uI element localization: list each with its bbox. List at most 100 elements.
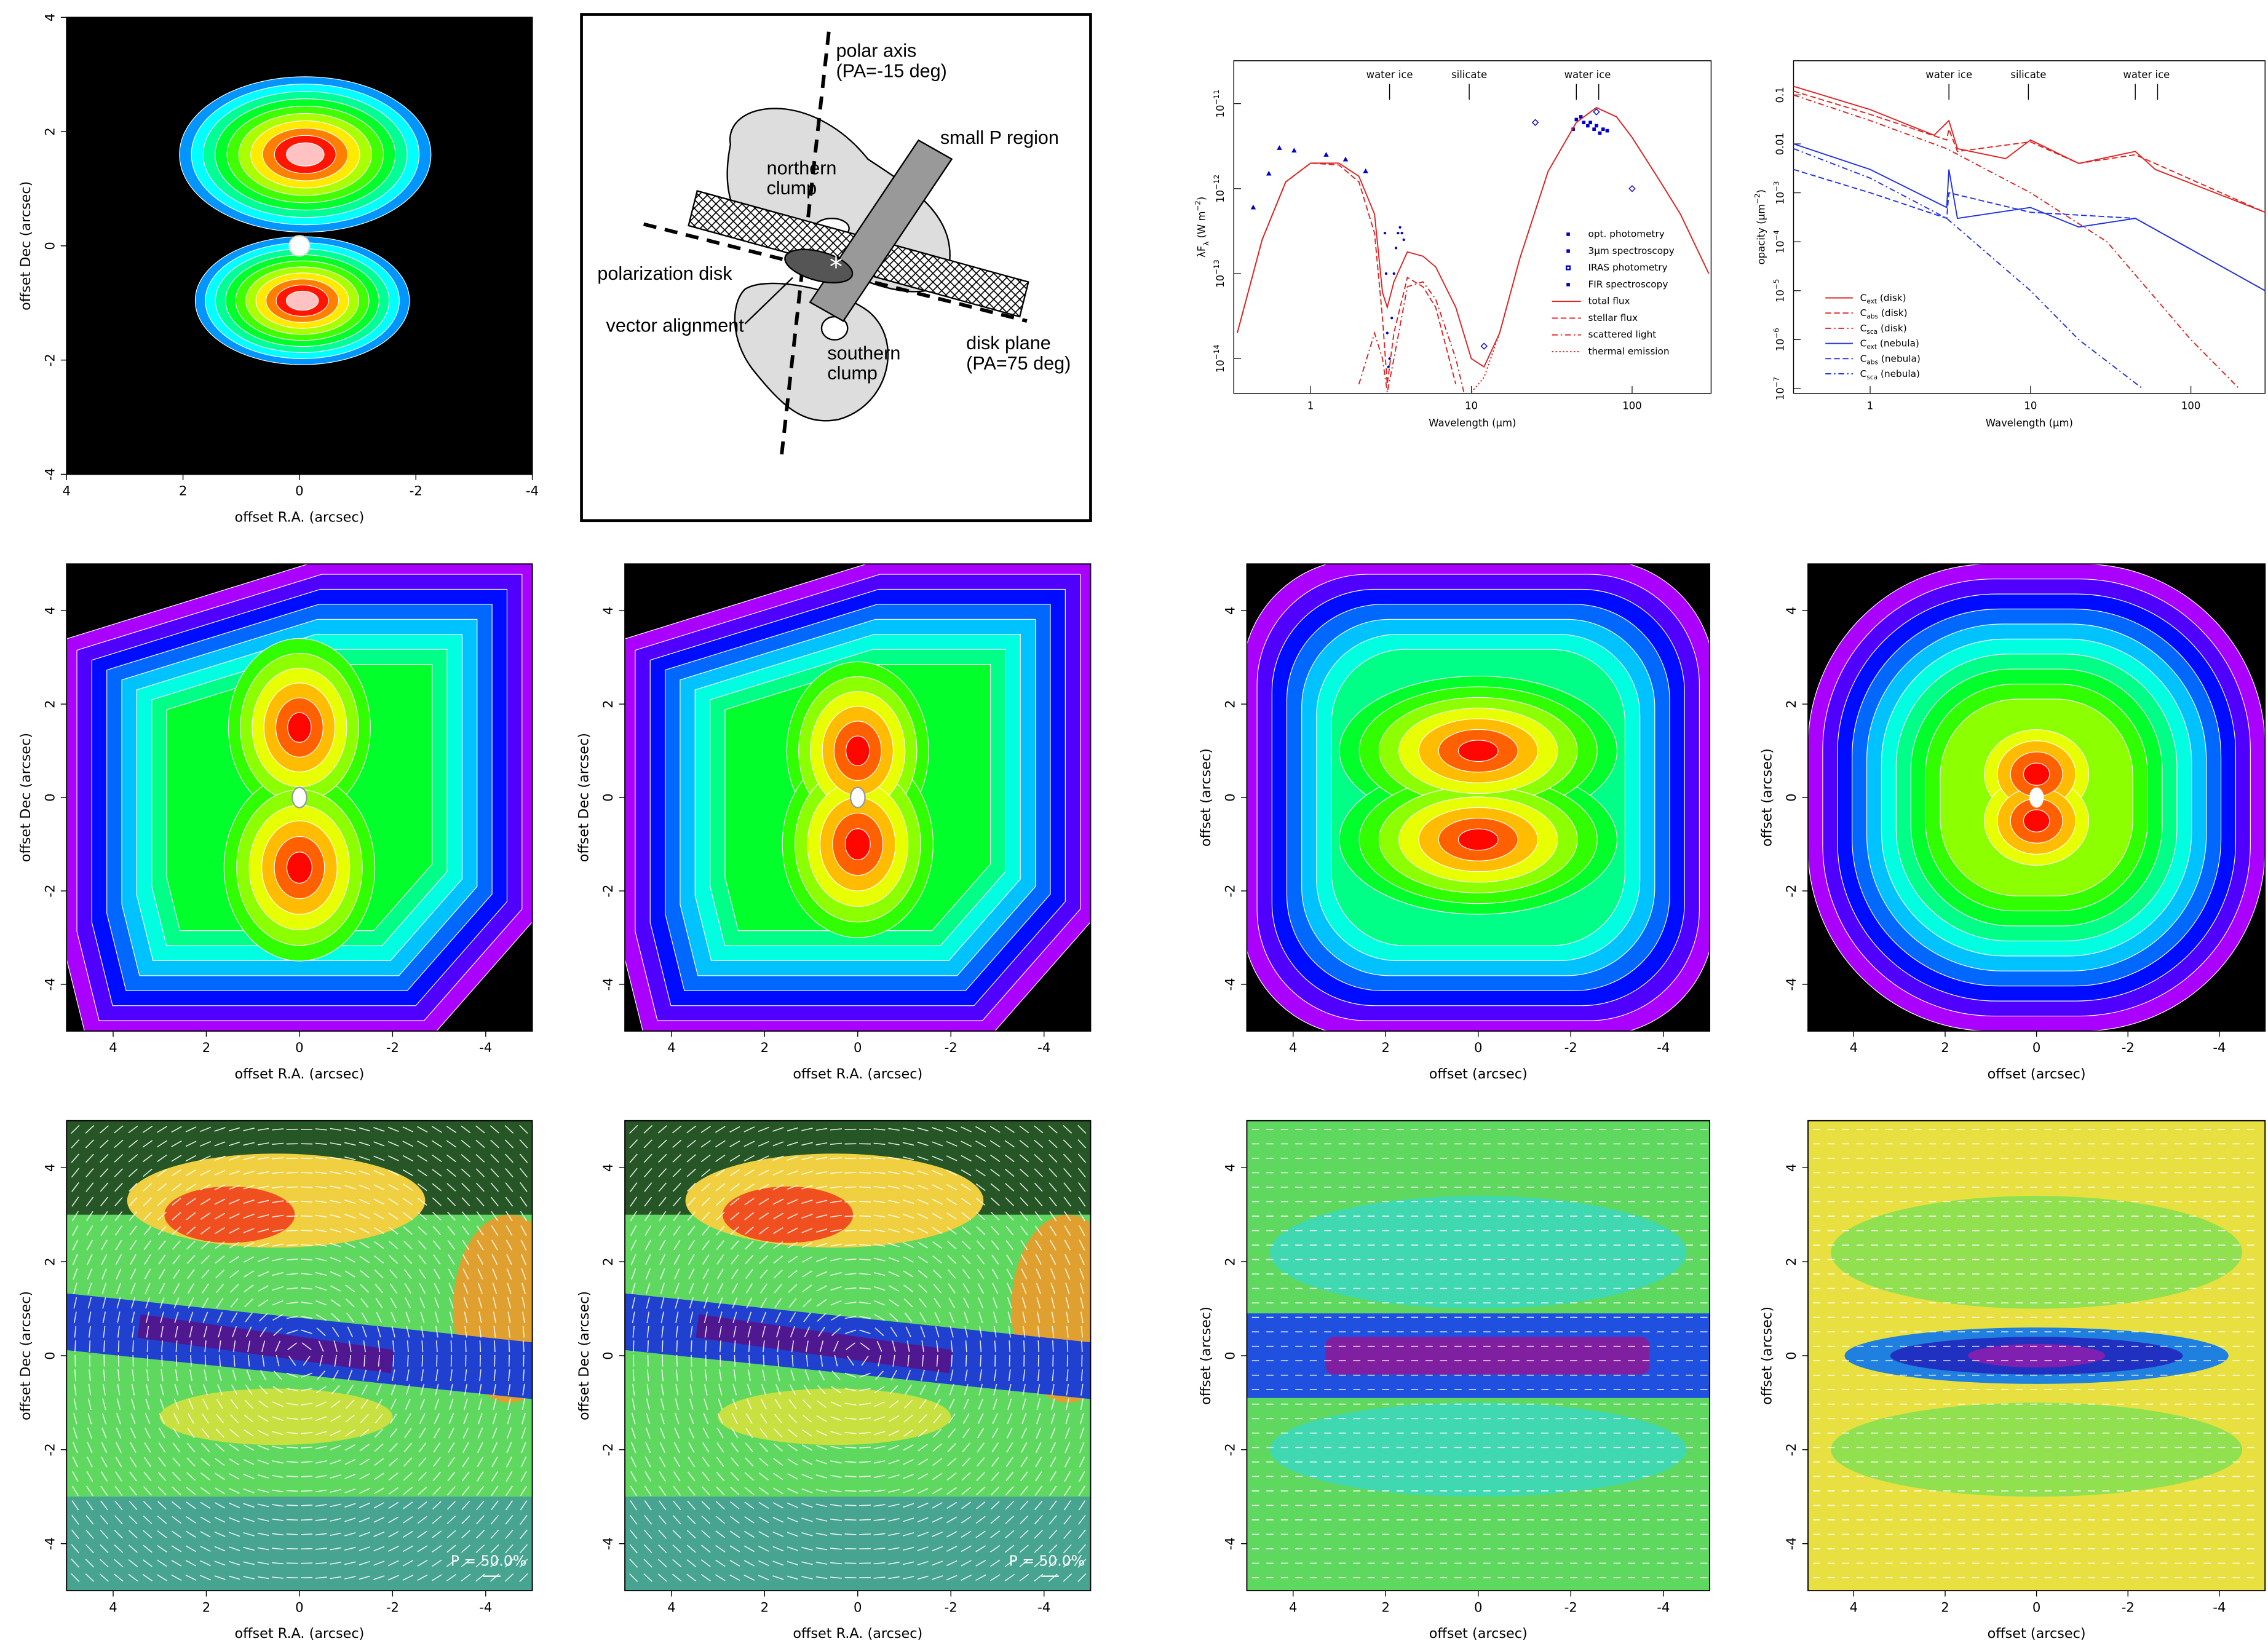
marker: [1595, 124, 1598, 128]
curve: [1793, 86, 2265, 212]
marker: [1532, 120, 1538, 125]
x-tick-label: 1: [1867, 400, 1873, 411]
y-tick-label: 10−3: [1772, 181, 1786, 204]
y-tick-label: 10−13: [1212, 259, 1226, 288]
y-tick-label: 4: [1223, 1163, 1238, 1171]
legend-qualifier: (disk): [1877, 292, 1906, 303]
legend-label: opt. photometry: [1588, 229, 1665, 240]
x-axis-label: offset R.A. (arcsec): [234, 1066, 364, 1082]
marker: [1343, 157, 1348, 162]
scale-label: P = 50.0%: [451, 1552, 526, 1570]
legend-label: thermal emission: [1588, 346, 1670, 357]
contour: [2023, 763, 2049, 785]
scale-label: P = 50.0%: [1009, 1552, 1085, 1570]
figure: * polar axis (PA=-15 deg) small P region…: [0, 0, 2268, 1641]
curve: [1359, 282, 1464, 392]
y-tick-label: -2: [1223, 884, 1238, 897]
patch: [718, 1388, 951, 1445]
legend-marker: [1566, 232, 1570, 236]
label-part: −2: [1193, 200, 1202, 211]
x-tick-label: 0: [295, 483, 303, 499]
x-tick-label: -2: [2122, 1040, 2135, 1055]
y-tick-label: 4: [1223, 606, 1238, 614]
legend-symbol: C: [1860, 353, 1867, 364]
x-tick-label: 4: [109, 1599, 117, 1615]
x-tick-label: 4: [1850, 1040, 1858, 1055]
y-tick-label: -4: [1783, 1537, 1799, 1550]
y-tick-label: 2: [1783, 1257, 1799, 1265]
marker: [1398, 226, 1401, 229]
central-source: [850, 788, 865, 808]
patch: [723, 1187, 853, 1243]
y-tick-label: 2: [600, 1257, 616, 1265]
y-tick-label: 0: [1783, 1351, 1799, 1359]
marker: [1388, 357, 1390, 360]
x-tick-label: -4: [479, 1599, 492, 1615]
legend-label: Csca (disk): [1860, 322, 1907, 336]
y-axis-label: offset Dec (arcsec): [576, 1291, 592, 1420]
x-tick-label: 4: [109, 1040, 117, 1055]
x-tick-label: 0: [854, 1040, 862, 1055]
tick-base: 10: [1215, 275, 1226, 288]
annotation: water ice: [1366, 69, 1413, 81]
x-tick-label: 100: [1622, 400, 1641, 411]
annotation: silicate: [1451, 69, 1487, 81]
x-tick-label: -4: [1657, 1599, 1670, 1615]
x-tick-label: 4: [1850, 1599, 1858, 1615]
y-axis-label: offset (arcsec): [1759, 748, 1775, 847]
x-tick-label: -2: [945, 1599, 958, 1615]
band-core: [1325, 1337, 1649, 1374]
label-part: ): [1195, 197, 1207, 200]
image: [1808, 564, 2265, 1031]
y-tick-label: -2: [42, 354, 57, 366]
y-tick-label: 0: [42, 1351, 57, 1359]
legend-sub: ext: [1866, 298, 1877, 306]
x-tick-label: -2: [410, 483, 422, 499]
x-tick-label: -2: [2122, 1599, 2135, 1615]
y-tick-label: -2: [42, 1443, 57, 1456]
legend-sub: sca: [1866, 374, 1877, 381]
tick-exp: −12: [1212, 175, 1221, 190]
label: disk plane: [966, 333, 1051, 354]
x-tick-label: -4: [526, 483, 539, 499]
tick-exp: −4: [1772, 230, 1780, 240]
legend-sub: ext: [1866, 344, 1877, 351]
marker: [1582, 121, 1585, 124]
x-tick-label: 4: [667, 1599, 675, 1615]
label: vector alignment: [606, 315, 745, 336]
x-tick-label: 10: [2024, 400, 2037, 411]
legend-label: Cext (nebula): [1860, 338, 1919, 351]
x-tick-label: 0: [2032, 1040, 2040, 1055]
image: [66, 17, 532, 474]
tick-exp: −6: [1772, 328, 1780, 338]
marker: [1593, 109, 1599, 114]
curve: [1793, 144, 2265, 291]
legend-marker: [1566, 283, 1570, 287]
x-tick-label: -4: [2213, 1599, 2226, 1615]
y-tick-label: 2: [600, 700, 616, 708]
marker: [1323, 152, 1328, 157]
patch: [164, 1187, 295, 1243]
image: [52, 1121, 565, 1591]
y-tick-label: -2: [1223, 1443, 1238, 1456]
x-tick-label: 0: [295, 1040, 303, 1055]
marker: [1385, 272, 1387, 275]
patch: [1270, 1402, 1686, 1497]
marker: [1291, 148, 1296, 152]
legend-label: total flux: [1588, 296, 1630, 307]
legend-sub: abs: [1866, 358, 1878, 366]
y-axis-label: offset Dec (arcsec): [18, 1291, 34, 1420]
contour: [287, 852, 312, 884]
tick-base: 10: [1215, 360, 1226, 373]
marker: [1629, 186, 1635, 191]
legend-symbol: C: [1860, 292, 1867, 303]
legend-symbol: C: [1860, 338, 1867, 349]
y-tick-label: 10−5: [1772, 279, 1786, 302]
label-part: opacity (μm: [1755, 204, 1767, 265]
diagram: * polar axis (PA=-15 deg) small P region…: [582, 15, 1091, 521]
marker: [1393, 272, 1395, 275]
y-axis-label: offset Dec (arcsec): [18, 181, 34, 310]
y-axis-label: λFλ (W m−2): [1193, 197, 1210, 258]
curve: [1793, 91, 2265, 212]
patch: [66, 1497, 532, 1591]
